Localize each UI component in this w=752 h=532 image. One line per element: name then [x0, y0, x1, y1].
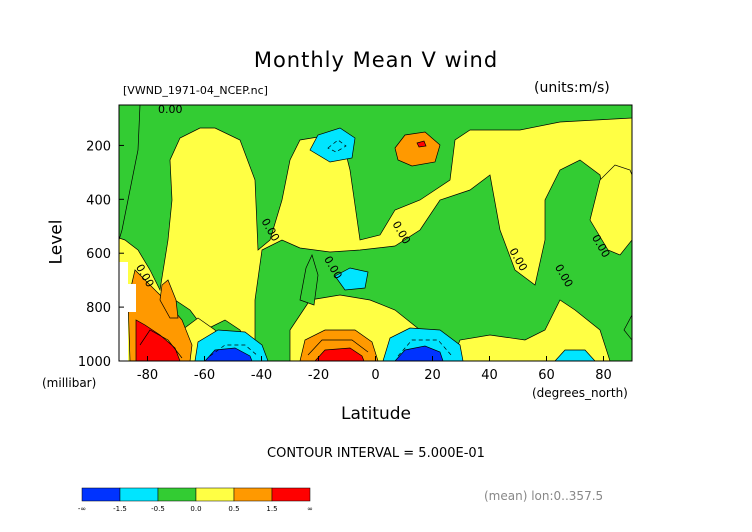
- colorbar-label: ∞: [307, 505, 313, 513]
- x-axis-unit: (degrees_north): [532, 386, 628, 400]
- fill-missing-data: [119, 262, 136, 361]
- y-tick-label: 800: [86, 301, 111, 316]
- fill-red-sw: [135, 319, 181, 361]
- fill-green-left-column: [119, 105, 141, 241]
- x-tick-label: 80: [595, 368, 612, 383]
- colorbar-swatch: [157, 487, 197, 502]
- x-tick-label: 20: [424, 368, 441, 383]
- fill-orange-upper: [394, 131, 441, 167]
- fill-yellow-right-column: [589, 164, 632, 256]
- colorbar-label: -1.5: [113, 505, 127, 513]
- y-tick-label: 600: [86, 247, 111, 262]
- dashed-contour-center: [397, 339, 453, 357]
- colorbar-label: 0.5: [228, 505, 239, 513]
- colorbar-label: -∞: [78, 505, 86, 513]
- colorbar: -∞ -1.5 -0.5 0.0 0.5 1.5 ∞: [78, 487, 313, 513]
- fill-green-top-band: [119, 105, 632, 292]
- y-tick-label: 200: [86, 139, 111, 154]
- y-tick-label: 400: [86, 193, 111, 208]
- x-tick-label: -80: [137, 368, 158, 383]
- y-axis-ticks: 200 400 600 800 1000: [78, 139, 124, 370]
- contour-interval-label: CONTOUR INTERVAL = 5.000E-01: [267, 446, 485, 461]
- colorbar-swatch: [81, 487, 121, 502]
- fill-red-center: [314, 347, 365, 361]
- solid-contour-sw: [139, 329, 183, 359]
- colorbar-swatch: [233, 487, 273, 502]
- contour-label: 0.00: [158, 103, 183, 116]
- fill-cyan-upper: [309, 127, 356, 163]
- x-axis-ticks: -80 -60 -40 -20 0 20 40 60 80: [137, 356, 612, 383]
- x-tick-label: -40: [251, 368, 272, 383]
- x-tick-label: 60: [538, 368, 555, 383]
- dashed-contour-sw: [209, 344, 259, 357]
- x-axis-label: Latitude: [341, 404, 411, 424]
- y-tick-label: 1000: [78, 355, 111, 370]
- fill-yellow-patch-east: [451, 299, 611, 361]
- mean-note: (mean) lon:0..357.5: [484, 489, 604, 503]
- colorbar-swatch: [119, 487, 159, 502]
- colorbar-swatch: [195, 487, 235, 502]
- fill-red-upper: [416, 140, 427, 148]
- fill-orange-sw-strip: [159, 279, 179, 319]
- dashed-contour-upper: [327, 139, 347, 153]
- colorbar-label: 0.0: [190, 505, 201, 513]
- units-label: (units:m/s): [534, 80, 610, 96]
- fill-green-spot-west: [299, 254, 319, 306]
- fill-cyan-east-cell: [554, 349, 596, 361]
- solid-contour-center: [307, 339, 369, 356]
- y-axis-unit: (millibar): [42, 376, 97, 390]
- fill-cyan-mid: [334, 267, 369, 291]
- fill-green-spot-east: [623, 314, 632, 341]
- fill-blue-center-cell: [394, 345, 444, 361]
- colorbar-swatch: [271, 487, 311, 502]
- chart-title: Monthly Mean V wind: [253, 48, 499, 72]
- file-label: [VWND_1971-04_NCEP.nc]: [123, 84, 268, 97]
- colorbar-label: -0.5: [151, 505, 165, 513]
- x-tick-label: -60: [194, 368, 215, 383]
- x-tick-label: 0: [371, 368, 379, 383]
- colorbar-label: 1.5: [266, 505, 277, 513]
- contour-fill-layer: [119, 105, 632, 361]
- x-tick-label: 40: [481, 368, 498, 383]
- x-tick-label: -20: [308, 368, 329, 383]
